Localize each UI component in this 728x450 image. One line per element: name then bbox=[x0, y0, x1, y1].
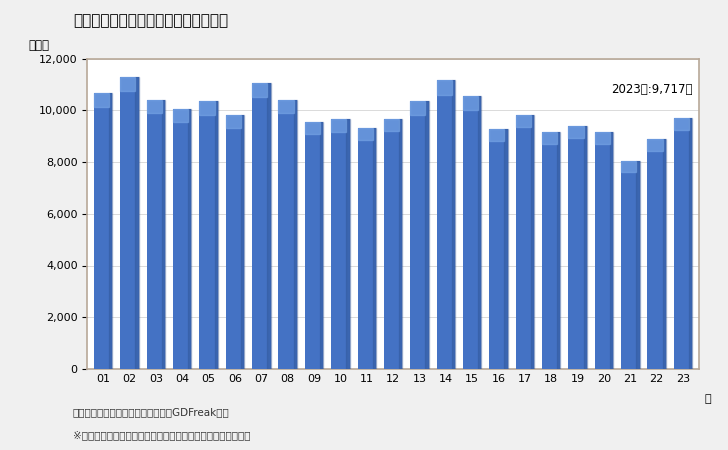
Bar bbox=[188, 109, 191, 369]
Bar bbox=[595, 132, 613, 369]
Bar bbox=[241, 115, 244, 369]
Text: １世帯当たり年間の消費支出額の推移: １世帯当たり年間の消費支出額の推移 bbox=[73, 14, 228, 28]
Bar bbox=[542, 132, 561, 369]
Bar bbox=[662, 140, 666, 369]
Bar bbox=[478, 96, 481, 369]
Bar bbox=[373, 128, 376, 369]
Bar bbox=[320, 122, 323, 369]
Text: 年: 年 bbox=[705, 394, 712, 404]
Bar bbox=[305, 122, 323, 369]
Bar bbox=[437, 81, 452, 95]
Bar bbox=[569, 126, 584, 139]
Bar bbox=[226, 115, 244, 369]
Bar bbox=[621, 161, 640, 369]
Bar bbox=[293, 100, 297, 369]
Bar bbox=[278, 100, 297, 369]
Bar bbox=[557, 132, 561, 369]
Bar bbox=[384, 119, 403, 369]
Bar bbox=[531, 115, 534, 369]
Bar bbox=[267, 83, 271, 369]
Bar bbox=[215, 101, 218, 369]
Bar bbox=[437, 81, 455, 369]
Bar bbox=[463, 96, 478, 110]
Bar bbox=[425, 101, 429, 369]
Bar bbox=[384, 119, 399, 131]
Bar bbox=[331, 119, 347, 132]
Bar bbox=[689, 117, 692, 369]
Bar bbox=[463, 96, 481, 369]
Bar bbox=[331, 119, 349, 369]
Bar bbox=[489, 129, 505, 141]
Bar bbox=[489, 129, 507, 369]
Bar bbox=[399, 119, 403, 369]
Bar bbox=[120, 76, 135, 91]
Bar bbox=[569, 126, 587, 369]
Bar bbox=[199, 101, 215, 115]
Bar bbox=[515, 115, 531, 127]
Bar bbox=[252, 83, 271, 369]
Bar bbox=[610, 132, 613, 369]
Bar bbox=[357, 128, 376, 369]
Bar bbox=[452, 81, 455, 369]
Bar bbox=[621, 161, 636, 171]
Bar bbox=[595, 132, 610, 144]
Bar bbox=[278, 100, 293, 113]
Bar bbox=[674, 117, 692, 369]
Bar bbox=[505, 129, 507, 369]
Bar bbox=[347, 119, 349, 369]
Bar bbox=[411, 101, 425, 115]
Bar bbox=[542, 132, 557, 144]
Bar bbox=[94, 94, 109, 107]
Text: 2023年:9,717円: 2023年:9,717円 bbox=[612, 83, 693, 96]
Bar bbox=[674, 117, 689, 130]
Bar bbox=[146, 100, 165, 369]
Bar bbox=[173, 109, 188, 122]
Bar bbox=[120, 76, 139, 369]
Bar bbox=[226, 115, 241, 128]
Bar bbox=[146, 100, 162, 113]
Bar bbox=[135, 76, 139, 369]
Bar bbox=[584, 126, 587, 369]
Bar bbox=[647, 140, 666, 369]
Bar bbox=[357, 128, 373, 140]
Bar bbox=[173, 109, 191, 369]
Text: （円）: （円） bbox=[28, 39, 49, 52]
Bar bbox=[411, 101, 429, 369]
Text: 出所：『家計調査』（総務省）からGDFreak作成: 出所：『家計調査』（総務省）からGDFreak作成 bbox=[73, 407, 229, 417]
Bar bbox=[94, 94, 112, 369]
Bar bbox=[199, 101, 218, 369]
Bar bbox=[252, 83, 267, 97]
Bar bbox=[515, 115, 534, 369]
Bar bbox=[305, 122, 320, 134]
Bar bbox=[162, 100, 165, 369]
Bar bbox=[636, 161, 640, 369]
Bar bbox=[109, 94, 112, 369]
Bar bbox=[647, 140, 662, 151]
Text: ※このグラフの世帯には二人以上世帯と単身世帯が含まれる。: ※このグラフの世帯には二人以上世帯と単身世帯が含まれる。 bbox=[73, 430, 250, 440]
